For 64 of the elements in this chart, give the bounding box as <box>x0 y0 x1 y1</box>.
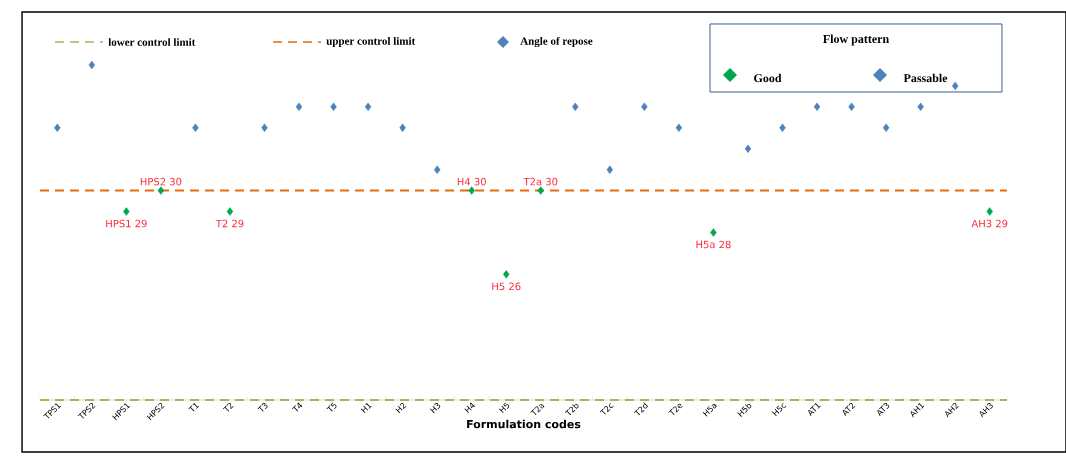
point <box>986 207 993 216</box>
point <box>710 228 717 237</box>
data-label: HPS1 29 <box>106 219 147 228</box>
point <box>261 123 268 132</box>
point <box>951 81 959 91</box>
legend-label: upper control limit <box>326 37 416 47</box>
point <box>503 270 510 279</box>
point <box>641 102 648 112</box>
point <box>399 123 406 132</box>
x-tick-label: T2e <box>668 403 683 415</box>
legend-title: Flow pattern <box>823 34 889 46</box>
x-tick-label: T2a <box>530 403 545 415</box>
point <box>157 186 165 195</box>
text: Angle of repose <box>520 36 593 48</box>
x-tick-label: H5b <box>737 403 752 417</box>
point <box>813 102 821 112</box>
x-tick-label: T2c <box>599 403 614 415</box>
point <box>88 60 96 70</box>
x-tick-label: H2 <box>395 402 407 414</box>
legend-label: Passable <box>903 73 948 83</box>
data-label: T2a 30 <box>523 177 558 186</box>
x-tick-label: T5 <box>326 402 337 412</box>
point <box>192 123 199 132</box>
x-tick-label: T2b <box>564 403 579 416</box>
point <box>226 207 234 216</box>
data-label: H5 26 <box>492 282 521 291</box>
point <box>433 165 441 174</box>
data-label: H4 30 <box>457 177 486 186</box>
point <box>295 102 303 112</box>
x-tick-label: AT2 <box>842 402 856 417</box>
x-tick-label: T2 <box>222 402 234 412</box>
point <box>123 207 130 216</box>
x-tick-label: T1 <box>188 403 200 412</box>
point <box>364 102 372 112</box>
x-tick-label: H5a <box>702 403 718 417</box>
point <box>468 186 475 195</box>
x-tick-label: H4 <box>464 402 475 414</box>
point <box>744 144 752 153</box>
x-tick-label: H3 <box>429 402 441 414</box>
point <box>917 102 924 112</box>
x-tick-label: T2d <box>633 402 649 416</box>
point <box>848 102 855 112</box>
x-axis-title: Formulation codes <box>467 419 581 429</box>
point <box>537 186 544 195</box>
point <box>606 165 614 174</box>
x-tick-label: AT1 <box>808 403 821 417</box>
point <box>54 123 61 132</box>
x-tick-label: T4 <box>291 402 303 412</box>
data-label: HPS2 30 <box>140 177 182 186</box>
data-label: T2 29 <box>215 219 244 228</box>
data-label: AH3 29 <box>971 219 1008 228</box>
x-tick-label: T3 <box>257 402 268 412</box>
legend-label: lower control limit <box>108 38 196 46</box>
x-tick-label: H5 <box>498 402 510 414</box>
x-tick-label: H5c <box>772 403 787 417</box>
x-tick-label: AT3 <box>877 402 890 417</box>
point <box>572 102 579 112</box>
point <box>882 123 890 132</box>
point <box>330 102 337 112</box>
point <box>779 123 786 132</box>
data-label: H5a 28 <box>696 240 731 249</box>
legend-label: Good <box>754 73 782 83</box>
x-tick-label: H1 <box>360 403 372 414</box>
point <box>675 123 683 132</box>
